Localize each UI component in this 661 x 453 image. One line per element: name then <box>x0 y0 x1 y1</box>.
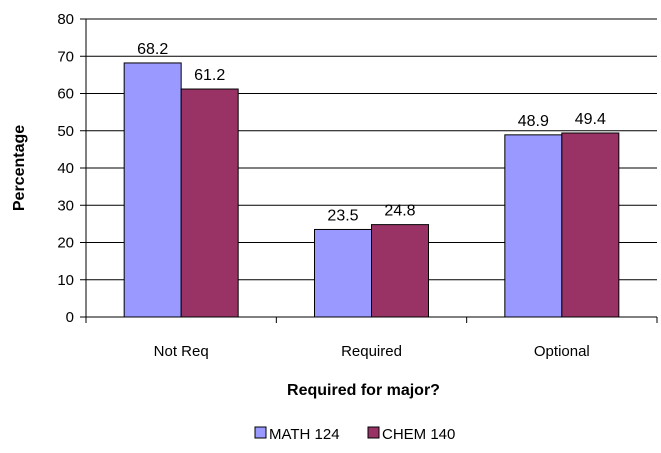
y-tick-label: 80 <box>57 11 74 28</box>
data-label: 48.9 <box>518 113 549 130</box>
y-tick-label: 30 <box>57 197 74 214</box>
bar <box>180 88 239 318</box>
x-category-label: Optional <box>534 343 590 360</box>
data-label: 49.4 <box>575 111 606 128</box>
data-label: 61.2 <box>194 67 225 84</box>
bars <box>123 62 620 318</box>
y-tick-label: 40 <box>57 160 74 177</box>
legend-label: CHEM 140 <box>382 426 455 443</box>
x-axis-title: Required for major? <box>287 382 440 399</box>
data-label: 24.8 <box>384 203 415 220</box>
y-axis-title: Percentage <box>11 125 28 211</box>
x-category-label: Not Req <box>154 343 209 360</box>
bar <box>371 224 429 318</box>
legend-swatch <box>367 426 380 439</box>
y-tick-label: 20 <box>57 235 74 252</box>
y-tick-label: 70 <box>57 48 74 65</box>
y-tick-label: 10 <box>57 272 74 289</box>
data-label: 23.5 <box>327 207 358 224</box>
x-category-label: Required <box>341 343 402 360</box>
bar <box>314 228 372 318</box>
labels: 0 10 20 30 40 50 60 70 80 68.2 61.2 Not Req 23.5 24.8… <box>57 11 606 360</box>
bar <box>123 62 182 318</box>
legend: MATH 124 CHEM 140 <box>254 426 455 443</box>
y-tick-label: 60 <box>57 86 74 103</box>
legend-label: MATH 124 <box>269 426 340 443</box>
data-label: 68.2 <box>137 41 168 58</box>
legend-swatch <box>254 426 267 439</box>
axes <box>80 18 658 323</box>
bar <box>504 134 563 318</box>
bar <box>561 132 620 318</box>
y-tick-label: 50 <box>57 123 74 140</box>
y-tick-label: 0 <box>66 309 74 326</box>
